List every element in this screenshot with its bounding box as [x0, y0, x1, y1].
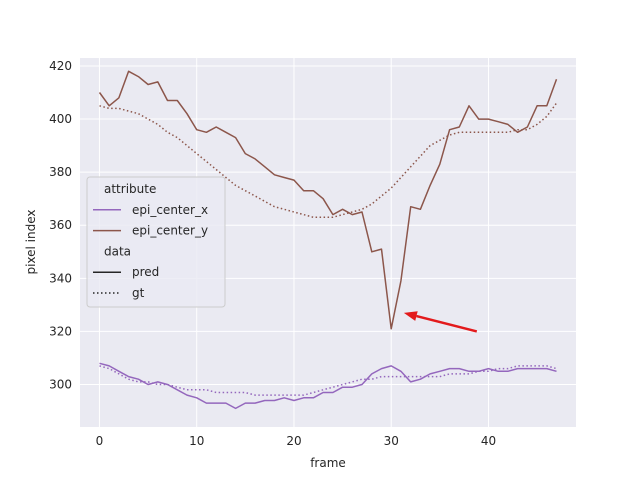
legend-entry-label: epi_center_x: [132, 203, 208, 217]
y-tick-label: 300: [49, 378, 72, 392]
legend-frame: [86, 176, 226, 308]
series-line-epi_center_y-gt: [99, 102, 558, 219]
x-axis-label: frame: [310, 456, 346, 470]
legend-title: data: [104, 244, 131, 258]
legend-entry-label: gt: [132, 286, 145, 300]
y-tick-label: 380: [49, 165, 72, 179]
legend: attribute epi_center_x epi_center_ydatapre…: [86, 176, 226, 308]
legend-title: attribute: [104, 182, 156, 196]
y-tick-labels: 300 320 340 360 380 400 420: [49, 59, 72, 392]
legend-entry-label: epi_center_y: [132, 224, 208, 238]
x-tick-label: 10: [189, 434, 204, 448]
series-line-epi_center_x-gt: [99, 365, 557, 396]
y-axis-label: pixel index: [24, 209, 38, 274]
annotation-arrow: [403, 311, 478, 333]
y-tick-label: 320: [49, 324, 72, 338]
x-tick-label: 20: [286, 434, 301, 448]
x-tick-label: 30: [384, 434, 399, 448]
y-tick-label: 400: [49, 112, 72, 126]
arrow-shaft: [416, 314, 478, 333]
y-tick-label: 420: [49, 59, 72, 73]
arrow-head: [403, 311, 418, 321]
y-tick-label: 340: [49, 271, 72, 285]
x-tick-label: 40: [481, 434, 496, 448]
legend-entry-label: pred: [132, 265, 159, 279]
series-line-epi_center_y-pred: [98, 70, 558, 330]
y-tick-label: 360: [49, 218, 72, 232]
series-lines: [98, 70, 558, 410]
x-tick-label: 0: [96, 434, 104, 448]
x-tick-labels: 0 10 20 30 40: [96, 434, 496, 448]
